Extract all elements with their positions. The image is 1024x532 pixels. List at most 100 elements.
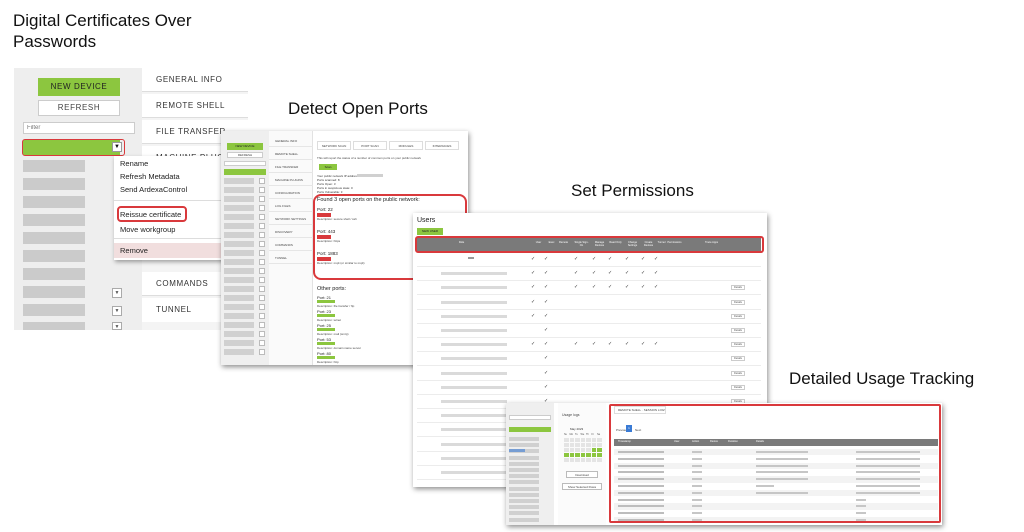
- chevron-down-icon[interactable]: [259, 205, 265, 211]
- menu-item-remove[interactable]: Remove: [114, 243, 248, 258]
- permission-check[interactable]: ✓: [531, 312, 536, 319]
- details-button[interactable]: Details: [731, 328, 745, 333]
- permission-check[interactable]: ✓: [654, 341, 659, 348]
- chevron-down-icon[interactable]: [259, 187, 265, 193]
- nav-item-file-transfer[interactable]: FILE TRANSFER: [269, 161, 313, 173]
- device-row[interactable]: [224, 178, 254, 184]
- calendar-day-cell[interactable]: [586, 458, 591, 462]
- calendar-day-cell[interactable]: [575, 458, 580, 462]
- calendar-day-cell[interactable]: [580, 443, 585, 447]
- column-header-trace-apps[interactable]: Trace Apps: [704, 241, 719, 244]
- scan-button[interactable]: Scan: [319, 164, 337, 170]
- nav-item-discovery[interactable]: DISCOVERY: [269, 226, 313, 238]
- log-column-user[interactable]: User: [674, 440, 680, 443]
- chevron-down-icon[interactable]: [259, 322, 265, 328]
- device-row[interactable]: [23, 286, 85, 298]
- download-button[interactable]: Download: [566, 471, 598, 478]
- permission-check[interactable]: ✓: [592, 270, 597, 277]
- permission-check[interactable]: ✓: [544, 270, 549, 277]
- details-button[interactable]: Details: [731, 342, 745, 348]
- calendar-day-cell[interactable]: [575, 438, 580, 442]
- device-row[interactable]: [23, 250, 85, 262]
- permission-check[interactable]: ✓: [592, 284, 597, 291]
- device-row[interactable]: [23, 214, 85, 226]
- device-row[interactable]: [509, 468, 539, 472]
- details-button[interactable]: Details: [731, 370, 745, 376]
- column-header-manage-devices[interactable]: Manage Devices: [594, 241, 605, 247]
- chevron-down-icon[interactable]: [259, 349, 265, 355]
- session-logs-tab[interactable]: REMOTE SHELL · SESSION LOGS: [614, 406, 666, 414]
- calendar-day-cell[interactable]: [564, 458, 569, 462]
- chevron-down-icon[interactable]: [259, 178, 265, 184]
- column-header-change-settings[interactable]: Change Settings: [627, 241, 638, 247]
- selected-device-dropdown[interactable]: ▼: [112, 142, 122, 152]
- permission-check[interactable]: ✓: [544, 355, 549, 362]
- calendar-day-cell[interactable]: [586, 453, 591, 457]
- device-row[interactable]: [23, 232, 85, 244]
- chevron-down-icon[interactable]: [259, 295, 265, 301]
- chevron-down-icon[interactable]: [259, 241, 265, 247]
- calendar-day-cell[interactable]: [564, 438, 569, 442]
- calendar-day-cell[interactable]: [586, 443, 591, 447]
- details-button[interactable]: Details: [731, 285, 745, 291]
- device-row[interactable]: [23, 160, 85, 172]
- calendar-day-cell[interactable]: [597, 458, 602, 462]
- permission-check[interactable]: ✓: [544, 398, 549, 404]
- permission-check[interactable]: ✓: [608, 270, 613, 277]
- device-row[interactable]: [224, 313, 254, 319]
- permission-check[interactable]: ✓: [544, 284, 549, 291]
- device-filter-input[interactable]: [23, 122, 135, 134]
- permission-check[interactable]: ✓: [544, 341, 549, 348]
- selected-device-row[interactable]: [224, 169, 266, 175]
- device-filter-input[interactable]: [509, 415, 551, 420]
- permission-check[interactable]: ✓: [544, 256, 549, 262]
- refresh-button[interactable]: REFRESH: [38, 100, 120, 116]
- device-row[interactable]: [509, 443, 539, 448]
- permission-check[interactable]: ✓: [544, 327, 549, 333]
- paginate-next[interactable]: Next: [635, 428, 642, 432]
- device-row[interactable]: [509, 474, 539, 479]
- log-column-action[interactable]: Action: [692, 440, 700, 443]
- permission-check[interactable]: ✓: [641, 270, 646, 277]
- device-row[interactable]: [509, 517, 539, 522]
- chevron-down-icon[interactable]: ▼: [112, 306, 122, 316]
- permission-check[interactable]: ✓: [574, 256, 579, 262]
- new-user-button[interactable]: NEW USER: [417, 228, 443, 235]
- menu-item-send-control[interactable]: Send ArdexaControl: [120, 185, 188, 194]
- nav-item-log-files[interactable]: LOG FILES: [269, 200, 313, 212]
- calendar-day-cell[interactable]: [569, 438, 574, 442]
- calendar-day-cell[interactable]: [575, 453, 580, 457]
- device-row[interactable]: [23, 196, 85, 208]
- chevron-down-icon[interactable]: [259, 331, 265, 337]
- device-row[interactable]: [224, 232, 254, 238]
- chevron-down-icon[interactable]: [259, 250, 265, 256]
- details-button[interactable]: Details: [731, 299, 745, 305]
- menu-item-rename[interactable]: Rename: [120, 159, 149, 168]
- permission-check[interactable]: ✓: [641, 256, 646, 262]
- nav-item-machine-plugins[interactable]: MACHINE PLUGINS: [269, 174, 313, 186]
- details-button[interactable]: Details: [731, 313, 745, 319]
- nav-item-remote-shell[interactable]: REMOTE SHELL: [269, 148, 313, 160]
- calendar-day-cell[interactable]: [597, 438, 602, 442]
- calendar-day-cell[interactable]: [597, 453, 602, 457]
- calendar-day-cell[interactable]: [569, 458, 574, 462]
- tab-network-scan[interactable]: NETWORK SCAN: [317, 141, 351, 150]
- device-row[interactable]: [224, 295, 254, 301]
- chevron-down-icon[interactable]: [259, 232, 265, 238]
- device-row[interactable]: [224, 205, 254, 211]
- calendar-day-cell[interactable]: [586, 438, 591, 442]
- tab-port-scan[interactable]: PORT SCAN: [353, 141, 387, 150]
- calendar-day-cell[interactable]: [569, 453, 574, 457]
- chevron-down-icon[interactable]: [259, 286, 265, 292]
- calendar-day-cell[interactable]: [575, 448, 580, 452]
- permission-check[interactable]: ✓: [641, 341, 646, 348]
- calendar-day-cell[interactable]: [575, 443, 580, 447]
- permission-check[interactable]: ✓: [574, 341, 579, 348]
- calendar-day-cell[interactable]: [591, 453, 596, 457]
- device-row[interactable]: [224, 322, 254, 328]
- permission-check[interactable]: ✓: [625, 256, 630, 262]
- calendar-day-cell[interactable]: [591, 458, 596, 462]
- permission-check[interactable]: ✓: [592, 256, 597, 262]
- selected-device-row[interactable]: [509, 427, 551, 432]
- column-header-role[interactable]: Role: [458, 241, 465, 244]
